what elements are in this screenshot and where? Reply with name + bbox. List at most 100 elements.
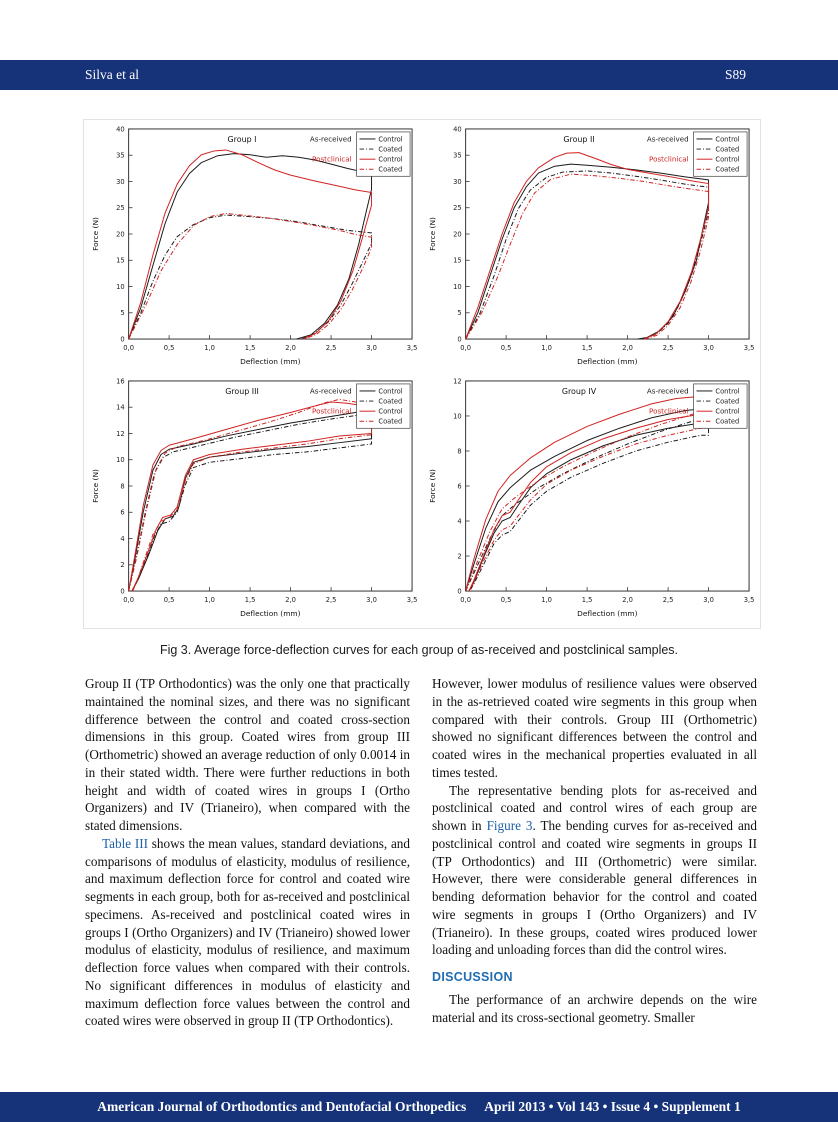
y-axis-label: Force (N) [91, 217, 100, 251]
figure-caption: Fig 3. Average force-deflection curves f… [159, 643, 679, 657]
x-tick-label: 3,0 [366, 344, 377, 352]
y-tick-label: 6 [120, 508, 124, 516]
legend-entry-label: Control [715, 156, 739, 164]
y-tick-label: 20 [116, 230, 125, 238]
x-tick-label: 0,0 [460, 596, 471, 604]
y-tick-label: 25 [453, 204, 462, 212]
series-line [465, 152, 710, 340]
journal-title: American Journal of Orthodontics and Den… [97, 1099, 467, 1114]
page-number: S89 [724, 67, 746, 82]
legend-entry-label: Coated [378, 145, 402, 153]
y-tick-label: 5 [120, 309, 124, 317]
legend-entry-label: Control [378, 156, 402, 164]
y-tick-label: 0 [120, 587, 124, 595]
paragraph: However, lower modulus of resilience val… [432, 675, 757, 782]
series-line [128, 212, 373, 340]
charts-grid: 0,0 0,5 1,0 1,5 2,0 2,5 3,0 3,5 0 5 10 15 20 25 30 35 40… [87, 123, 757, 625]
y-tick-label: 0 [120, 335, 124, 343]
x-tick-label: 3,0 [366, 596, 377, 604]
x-tick-label: 0,0 [123, 344, 134, 352]
y-tick-label: 10 [116, 456, 125, 464]
legend-group-as-received: As-received [310, 134, 352, 143]
figure-3-panel: 0,0 0,5 1,0 1,5 2,0 2,5 3,0 3,5 0 5 10 15 20 25 30 35 40… [83, 119, 761, 629]
series-line [465, 411, 710, 592]
y-tick-label: 15 [453, 257, 462, 265]
running-head-authors: Silva et al [85, 67, 139, 82]
x-axis-label: Deflection (mm) [577, 609, 638, 618]
y-tick-label: 2 [120, 561, 124, 569]
y-tick-label: 16 [116, 377, 125, 385]
legend-entry-label: Coated [378, 166, 402, 174]
x-tick-label: 3,5 [407, 344, 418, 352]
x-tick-label: 0,5 [501, 344, 512, 352]
cross-reference-link[interactable]: Table III [102, 835, 149, 851]
x-tick-label: 2,5 [663, 596, 674, 604]
legend-entry-label: Coated [378, 417, 402, 425]
y-tick-label: 6 [457, 482, 461, 490]
x-tick-label: 0,5 [501, 596, 512, 604]
series-line [128, 149, 373, 340]
legend-entry-label: Coated [715, 397, 739, 405]
x-tick-label: 1,0 [204, 596, 215, 604]
page-footer-bar: American Journal of Orthodontics and Den… [0, 1092, 838, 1122]
legend-entry-label: Control [378, 407, 402, 415]
x-tick-label: 1,5 [245, 344, 256, 352]
x-tick-label: 2,0 [285, 344, 296, 352]
legend-entry-label: Control [715, 135, 739, 143]
cross-reference-link[interactable]: Figure 3 [486, 818, 533, 833]
y-tick-label: 8 [457, 447, 461, 455]
x-tick-label: 0,5 [164, 596, 175, 604]
x-tick-label: 3,5 [744, 344, 755, 352]
text-run: However, lower modulus of resilience val… [432, 676, 757, 780]
legend-group-postclinical: Postclinical [649, 155, 689, 164]
y-axis-label: Force (N) [428, 469, 437, 503]
y-tick-label: 0 [457, 335, 461, 343]
y-tick-label: 20 [453, 230, 462, 238]
y-tick-label: 40 [116, 125, 125, 133]
y-tick-label: 40 [453, 125, 462, 133]
y-tick-label: 10 [453, 283, 462, 291]
legend-group-as-received: As-received [647, 386, 689, 395]
series-line [465, 173, 710, 340]
y-tick-label: 30 [453, 178, 462, 186]
series-line [128, 398, 373, 592]
x-tick-label: 1,5 [582, 596, 593, 604]
series-line [128, 401, 373, 592]
x-tick-label: 0,0 [460, 344, 471, 352]
legend-entry-label: Coated [715, 417, 739, 425]
paragraph: The representative bending plots for as-… [432, 782, 757, 960]
x-tick-label: 1,0 [204, 344, 215, 352]
x-tick-label: 3,0 [703, 344, 714, 352]
text-run: The performance of an archwire depends o… [432, 991, 757, 1025]
y-tick-label: 10 [453, 412, 462, 420]
y-tick-label: 35 [116, 152, 125, 160]
y-axis-label: Force (N) [428, 217, 437, 251]
x-tick-label: 2,0 [622, 344, 633, 352]
x-tick-label: 2,5 [326, 344, 337, 352]
legend-entry-label: Coated [378, 397, 402, 405]
legend-group-postclinical: Postclinical [312, 155, 352, 164]
legend-entry-label: Coated [715, 166, 739, 174]
text-run: The representative bending plots for as-… [432, 782, 757, 834]
y-tick-label: 35 [453, 152, 462, 160]
y-tick-label: 4 [120, 535, 124, 543]
issue-info: April 2013 • Vol 143 • Issue 4 • Supplem… [484, 1099, 741, 1114]
chart-title: Group II [563, 135, 594, 144]
chart-group-1: 0,0 0,5 1,0 1,5 2,0 2,5 3,0 3,5 0 5 10 15 20 25 30 35 40… [87, 123, 420, 373]
legend-group-as-received: As-received [310, 386, 352, 395]
text-run: . The bending curves for as-received and… [432, 818, 757, 958]
paragraph: The performance of an archwire depends o… [432, 991, 757, 1027]
y-tick-label: 2 [457, 552, 461, 560]
chart-group-3: 0,0 0,5 1,0 1,5 2,0 2,5 3,0 3,5 0 2 4 6 8 10 12 14 16 Def… [87, 374, 420, 625]
y-tick-label: 8 [120, 482, 124, 490]
page-header-bar: Silva et al S89 [0, 60, 838, 90]
y-tick-label: 0 [457, 587, 461, 595]
article-body: Group II (TP Orthodontics) was the only … [85, 675, 757, 1030]
text-column-left: Group II (TP Orthodontics) was the only … [85, 675, 410, 1030]
x-tick-label: 1,5 [245, 596, 256, 604]
series-line [128, 153, 373, 340]
legend-group-as-received: As-received [647, 134, 689, 143]
legend-box [356, 131, 411, 177]
chart-title: Group IV [562, 387, 597, 396]
